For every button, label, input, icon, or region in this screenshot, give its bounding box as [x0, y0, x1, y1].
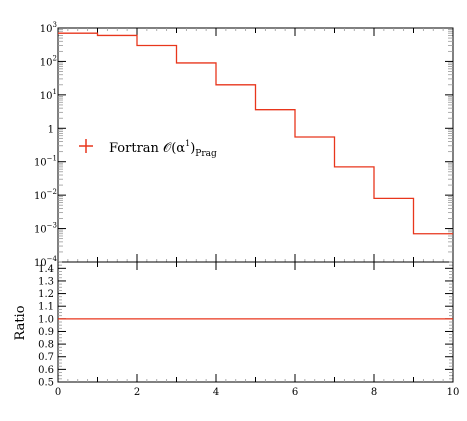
- main-y-tick-label: 10−4: [34, 255, 58, 269]
- ratio-y-tick-label: 0.9: [38, 327, 54, 338]
- ratio-y-tick-label: 1.1: [38, 302, 54, 313]
- x-tick-label: 6: [292, 387, 298, 398]
- x-tick-label: 2: [134, 387, 140, 398]
- main-y-tick-label: 10−1: [34, 155, 57, 169]
- ratio-panel: 0.5 0.6 0.70.8 0.9 1.01.1 1.2 1.31.4 0 2 4 6 8 10: [38, 261, 460, 398]
- ratio-plot-frame: [57, 261, 454, 383]
- x-tick-label: 0: [55, 387, 61, 398]
- ratio-y-tick-label: 0.6: [38, 365, 54, 376]
- x-tick-label: 10: [447, 387, 460, 398]
- ratio-y-tick-label: 0.8: [38, 340, 54, 351]
- ratio-y-tick-label: 1.3: [38, 276, 54, 287]
- ratio-axis-title: Ratio: [13, 305, 28, 340]
- legend-marker: [79, 139, 93, 153]
- ratio-y-tick-label: 1.2: [38, 289, 54, 300]
- ratio-y-tick-label: 1.4: [38, 264, 54, 275]
- ratio-y-tick-label: 0.5: [38, 378, 54, 389]
- x-tick-label: 4: [213, 387, 219, 398]
- main-y-tick-label: 101: [40, 88, 57, 102]
- main-y-tick-label: 1: [48, 124, 54, 135]
- ratio-y-tick-label: 0.7: [38, 352, 54, 363]
- ratio-y-tick-label: 1.0: [38, 314, 54, 325]
- main-y-tick-label: 103: [40, 21, 57, 35]
- main-y-tick-label: 10−3: [34, 222, 57, 236]
- x-tick-label: 8: [371, 387, 377, 398]
- main-y-tick-label: 10−2: [34, 188, 57, 202]
- main-panel: 10−4 10−3 10−2 10−1 1 101 102 103: [34, 21, 454, 269]
- series-step-line: [58, 32, 453, 235]
- legend-label: Fortran 𝒪(α1)Prag: [109, 139, 217, 159]
- legend: Fortran 𝒪(α1)Prag: [79, 139, 217, 159]
- main-y-tick-label: 102: [40, 54, 57, 68]
